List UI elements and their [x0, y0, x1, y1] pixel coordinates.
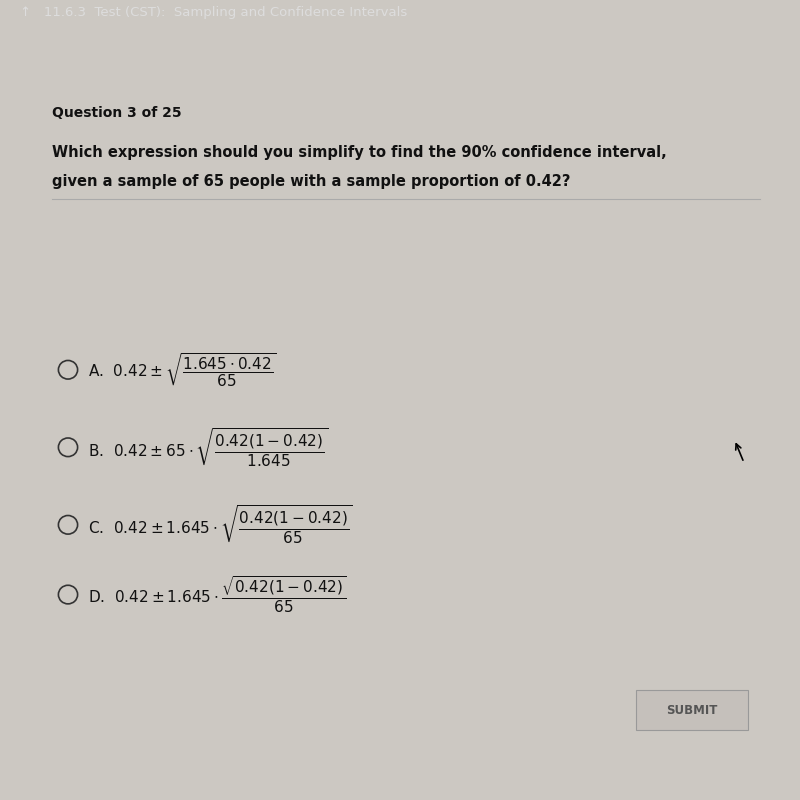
Text: SUBMIT: SUBMIT — [666, 703, 718, 717]
Text: D.  $0.42 \pm 1.645 \cdot \dfrac{\sqrt{0.42(1-0.42)}}{65}$: D. $0.42 \pm 1.645 \cdot \dfrac{\sqrt{0.… — [88, 574, 346, 615]
Text: Which expression should you simplify to find the 90% confidence interval,: Which expression should you simplify to … — [52, 145, 666, 160]
Text: B.  $0.42 \pm 65 \cdot \sqrt{\dfrac{0.42(1-0.42)}{1.645}}$: B. $0.42 \pm 65 \cdot \sqrt{\dfrac{0.42(… — [88, 426, 329, 469]
Text: Question 3 of 25: Question 3 of 25 — [52, 106, 182, 120]
FancyBboxPatch shape — [636, 690, 748, 730]
Text: C.  $0.42 \pm 1.645 \cdot \sqrt{\dfrac{0.42(1-0.42)}{65}}$: C. $0.42 \pm 1.645 \cdot \sqrt{\dfrac{0.… — [88, 503, 353, 546]
Text: A.  $0.42 \pm \sqrt{\dfrac{1.645 \cdot 0.42}{65}}$: A. $0.42 \pm \sqrt{\dfrac{1.645 \cdot 0.… — [88, 351, 277, 389]
Text: given a sample of 65 people with a sample proportion of 0.42?: given a sample of 65 people with a sampl… — [52, 174, 570, 189]
Text: ↑   11.6.3  Test (CST):  Sampling and Confidence Intervals: ↑ 11.6.3 Test (CST): Sampling and Confid… — [20, 6, 407, 19]
